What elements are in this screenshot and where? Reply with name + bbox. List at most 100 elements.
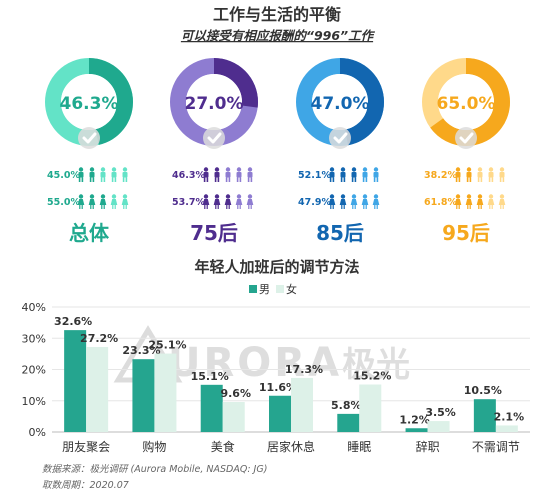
page-title: 工作与生活的平衡 (213, 5, 341, 24)
female-person-icon (476, 194, 484, 209)
female-person-icon (99, 194, 107, 209)
bar-male (200, 384, 223, 432)
male-share: 38.2% (424, 170, 457, 181)
source-note: 数据来源：极光调研 (Aurora Mobile, NASDAQ: JG) (42, 464, 267, 475)
male-person-icon (499, 167, 505, 182)
female-person-icon (202, 194, 210, 209)
bar-chart: URORA 极光0%10%20%30%40%32.6%27.2%朋友聚会23.3%… (22, 301, 530, 454)
data-label: 27.2% (80, 332, 118, 345)
data-label: 3.5% (425, 406, 456, 419)
male-person-icon (455, 167, 461, 182)
page-subtitle: 可以接受有相应报酬的“996”工作 (181, 28, 376, 43)
male-person-icon (78, 167, 84, 182)
female-person-icon (339, 194, 347, 209)
female-person-icon (361, 194, 369, 209)
male-person-icon (111, 167, 117, 182)
female-share: 53.7% (172, 197, 205, 208)
male-person-icon (100, 167, 106, 182)
female-person-icon (372, 194, 380, 209)
donut-groups: 46.3% 45.0% 55.0% 总体 27.0% 46.3% 53.7% 75后 47.0%… (45, 58, 510, 245)
male-share: 45.0% (47, 170, 80, 181)
bar-female (154, 353, 177, 432)
group-label: 95后 (442, 221, 490, 245)
female-person-icon (213, 194, 221, 209)
data-label: 15.1% (191, 370, 229, 383)
bar-female (86, 347, 109, 432)
male-person-icon (477, 167, 483, 182)
male-person-icon (203, 167, 209, 182)
donut-group: 27.0% 46.3% 53.7% 75后 (170, 58, 258, 245)
legend-swatch-female (276, 285, 284, 293)
group-label: 85后 (316, 221, 364, 245)
chart-legend: 男 女 (249, 282, 297, 296)
chart-title: 年轻人加班后的调节方法 (194, 258, 359, 276)
bar-female (427, 421, 450, 432)
female-share: 55.0% (47, 197, 80, 208)
female-person-icon (121, 194, 129, 209)
male-person-icon (225, 167, 231, 182)
male-person-icon (247, 167, 253, 182)
data-label: 10.5% (464, 384, 502, 397)
bar-male (473, 399, 496, 432)
y-tick-label: 10% (22, 395, 46, 408)
male-person-icon (488, 167, 494, 182)
category-label: 朋友聚会 (62, 440, 110, 454)
donut-arc (296, 58, 384, 146)
category-label: 美食 (211, 439, 235, 454)
male-person-icon (340, 167, 346, 182)
donut-group: 47.0% 52.1% 47.9% 85后 (296, 58, 384, 245)
female-person-icon (224, 194, 232, 209)
female-person-icon (350, 194, 358, 209)
bar-female (291, 377, 313, 432)
female-person-icon (454, 194, 462, 209)
donut-value: 46.3% (60, 94, 119, 114)
bar-female (359, 384, 382, 432)
female-person-icon (235, 194, 243, 209)
female-share: 61.8% (424, 197, 457, 208)
male-share: 46.3% (172, 170, 205, 181)
male-person-icon (236, 167, 242, 182)
female-person-icon (487, 194, 495, 209)
male-person-icon (351, 167, 357, 182)
data-label: 2.1% (494, 410, 525, 423)
donut-value: 65.0% (437, 94, 496, 114)
male-person-icon (214, 167, 220, 182)
female-share: 47.9% (298, 197, 331, 208)
donut-arc (170, 58, 258, 146)
donut-group: 46.3% 45.0% 55.0% 总体 (45, 58, 133, 245)
data-label: 5.8% (331, 399, 362, 412)
data-label: 32.6% (54, 315, 92, 328)
male-person-icon (362, 167, 368, 182)
check-icon (78, 127, 100, 149)
category-label: 睡眠 (347, 440, 371, 454)
bar-male (405, 428, 428, 432)
category-label: 不需调节 (472, 440, 520, 454)
legend-swatch-male (249, 285, 257, 293)
data-label: 9.6% (220, 387, 251, 400)
legend-label-female: 女 (286, 282, 297, 296)
male-share: 52.1% (298, 170, 331, 181)
female-person-icon (498, 194, 506, 209)
y-tick-label: 30% (22, 332, 46, 345)
category-label: 辞职 (416, 439, 440, 454)
period-note: 取数周期：2020.07 (42, 480, 129, 491)
legend-label-male: 男 (259, 283, 270, 296)
female-person-icon (88, 194, 96, 209)
donut-value: 27.0% (185, 94, 244, 114)
check-icon (329, 127, 351, 149)
data-label: 15.2% (353, 370, 391, 383)
data-label: 11.6% (259, 381, 297, 394)
y-tick-label: 0% (29, 426, 46, 439)
data-label: 23.3% (122, 344, 160, 357)
male-person-icon (329, 167, 335, 182)
bar-male (269, 395, 291, 432)
y-tick-label: 40% (22, 301, 46, 314)
check-icon (203, 127, 225, 149)
bar-male (64, 330, 87, 432)
check-icon (455, 127, 477, 149)
data-label: 17.3% (285, 363, 323, 376)
male-person-icon (466, 167, 472, 182)
donut-group: 65.0% 38.2% 61.8% 95后 (422, 58, 510, 245)
male-person-icon (89, 167, 95, 182)
